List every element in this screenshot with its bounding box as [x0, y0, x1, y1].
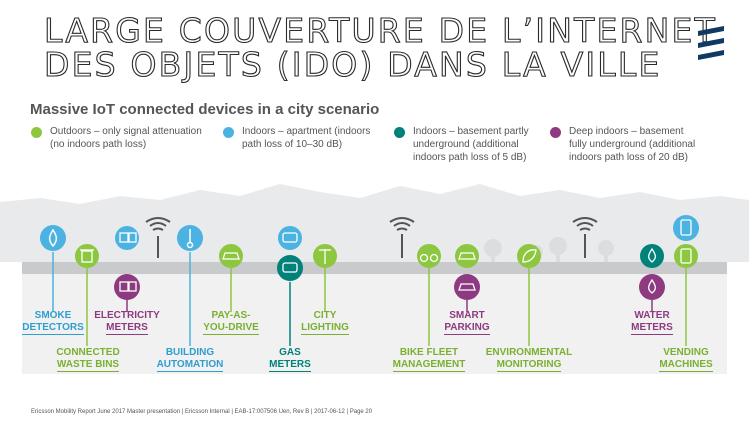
label-gas-meters: GAS METERS — [250, 347, 330, 372]
trash-bin-icon — [80, 249, 94, 263]
flame-icon — [48, 228, 58, 248]
thermometer-icon — [186, 229, 194, 249]
label-line: WATER — [634, 310, 670, 321]
device-smoke — [40, 225, 66, 251]
legend-deep-indoors: Deep indoors – basement fully undergroun… — [550, 125, 696, 164]
legend-text: path loss of 10–30 dB) — [242, 139, 343, 150]
label-line: VENDING — [663, 347, 709, 358]
legend-text: Deep indoors – basement — [569, 126, 684, 137]
legend-text: Indoors – basement partly — [413, 126, 529, 137]
label-city-lighting: CITY LIGHTING — [295, 310, 355, 335]
plug-icon — [119, 281, 137, 292]
label-line: BUILDING — [165, 347, 215, 358]
footer: Ericsson Mobility Report June 2017 Maste… — [31, 409, 373, 415]
gas-meter-icon — [282, 262, 298, 273]
label-line: MONITORING — [496, 359, 562, 372]
gas-meter-icon — [282, 232, 298, 243]
label-electricity-meters: ELECTRICITY METERS — [87, 310, 167, 335]
vending-machine-icon — [680, 219, 692, 236]
label-line: METERS — [631, 322, 673, 335]
legend-indoors-apartment: Indoors – apartment (indoors path loss o… — [223, 125, 371, 151]
label-water-meters: WATER METERS — [617, 310, 687, 335]
underground-band — [22, 274, 727, 374]
label-line: CONNECTED — [56, 347, 120, 358]
skyline-buildings — [0, 184, 749, 262]
title-line-2: DES OBJETS (IDO) DANS LA VILLE — [43, 45, 662, 84]
bicycle-icon — [419, 253, 439, 263]
legend-dot-deep — [550, 127, 561, 138]
label-line: AUTOMATION — [156, 359, 224, 372]
device-gas — [277, 226, 303, 281]
label-smart-parking: SMART PARKING — [432, 310, 502, 335]
label-line: LIGHTING — [301, 322, 349, 335]
label-line: WASTE BINS — [56, 359, 120, 372]
device-city-lighting — [313, 244, 337, 268]
label-line: CITY — [313, 310, 337, 321]
label-line: PARKING — [444, 322, 490, 335]
label-line: ENVIRONMENTAL — [485, 347, 573, 358]
label-environmental-monitoring: ENVIRONMENTAL MONITORING — [479, 347, 579, 372]
label-pay-as-you-drive: PAY-AS- YOU-DRIVE — [191, 310, 271, 335]
cell-tower-icon — [572, 217, 598, 258]
legend-text: fully underground (additional — [569, 139, 696, 150]
label-line: MACHINES — [659, 359, 713, 372]
legend-text: indoors path loss of 5 dB) — [413, 152, 527, 163]
label-building-automation: BUILDING AUTOMATION — [148, 347, 232, 372]
device-water — [639, 244, 665, 300]
legend-text: indoors path loss of 20 dB) — [569, 152, 688, 163]
legend-dot-indoors — [223, 127, 234, 138]
label-line: METERS — [269, 359, 311, 372]
parking-car-icon — [458, 252, 476, 260]
label-line: METERS — [106, 322, 148, 335]
label-line: MANAGEMENT — [392, 359, 466, 372]
legend-outdoors: Outdoors – only signal attenuation (no i… — [31, 125, 202, 151]
car-icon — [222, 252, 240, 260]
legend-text: underground (additional — [413, 139, 519, 150]
label-line: YOU-DRIVE — [203, 322, 259, 335]
label-line: ELECTRICITY — [94, 310, 160, 321]
parking-car-icon — [458, 283, 476, 291]
legend-text: Indoors – apartment (indoors — [242, 126, 371, 137]
label-line: SMART — [449, 310, 485, 321]
label-line: DETECTORS — [22, 322, 84, 335]
label-line: GAS — [279, 347, 301, 358]
device-vending — [673, 215, 699, 268]
street-lamp-icon — [319, 249, 331, 264]
label-vending-machines: VENDING MACHINES — [650, 347, 722, 372]
device-environmental — [517, 244, 541, 268]
title-line-1: LARGE COUVERTURE DE L’INTERNET — [43, 11, 717, 50]
label-line: BIKE FLEET — [399, 347, 459, 358]
cell-tower-icon — [145, 217, 171, 258]
plug-icon — [119, 232, 137, 243]
cell-tower-icon — [389, 217, 415, 258]
vending-machine-icon — [680, 248, 692, 264]
page-title: LARGE COUVERTURE DE L’INTERNET DES OBJET… — [43, 11, 717, 84]
water-drop-icon — [647, 278, 657, 294]
label-line: PAY-AS- — [211, 310, 251, 321]
device-building — [177, 225, 203, 251]
label-line: SMOKE — [34, 310, 72, 321]
ericsson-logo-icon — [698, 26, 724, 60]
leaf-icon — [522, 249, 537, 263]
legend-dot-basement — [394, 127, 405, 138]
label-connected-waste-bins: CONNECTED WASTE BINS — [48, 347, 128, 372]
legend-basement-partly: Indoors – basement partly underground (a… — [394, 125, 529, 164]
label-smoke-detectors: SMOKE DETECTORS — [13, 310, 93, 335]
legend-dot-outdoors — [31, 127, 42, 138]
legend-text: (no indoors path loss) — [50, 139, 147, 150]
legend-text: Outdoors – only signal attenuation — [50, 126, 202, 137]
device-electricity — [114, 226, 140, 300]
device-payg — [219, 244, 243, 268]
connector-lines — [52, 252, 687, 346]
ground-band — [22, 262, 727, 274]
device-waste — [75, 244, 99, 268]
device-bike — [417, 244, 441, 268]
water-drop-icon — [647, 247, 657, 263]
chart-subtitle: Massive IoT connected devices in a city … — [30, 101, 380, 118]
device-parking — [454, 244, 480, 300]
label-bike-fleet-management: BIKE FLEET MANAGEMENT — [384, 347, 474, 372]
